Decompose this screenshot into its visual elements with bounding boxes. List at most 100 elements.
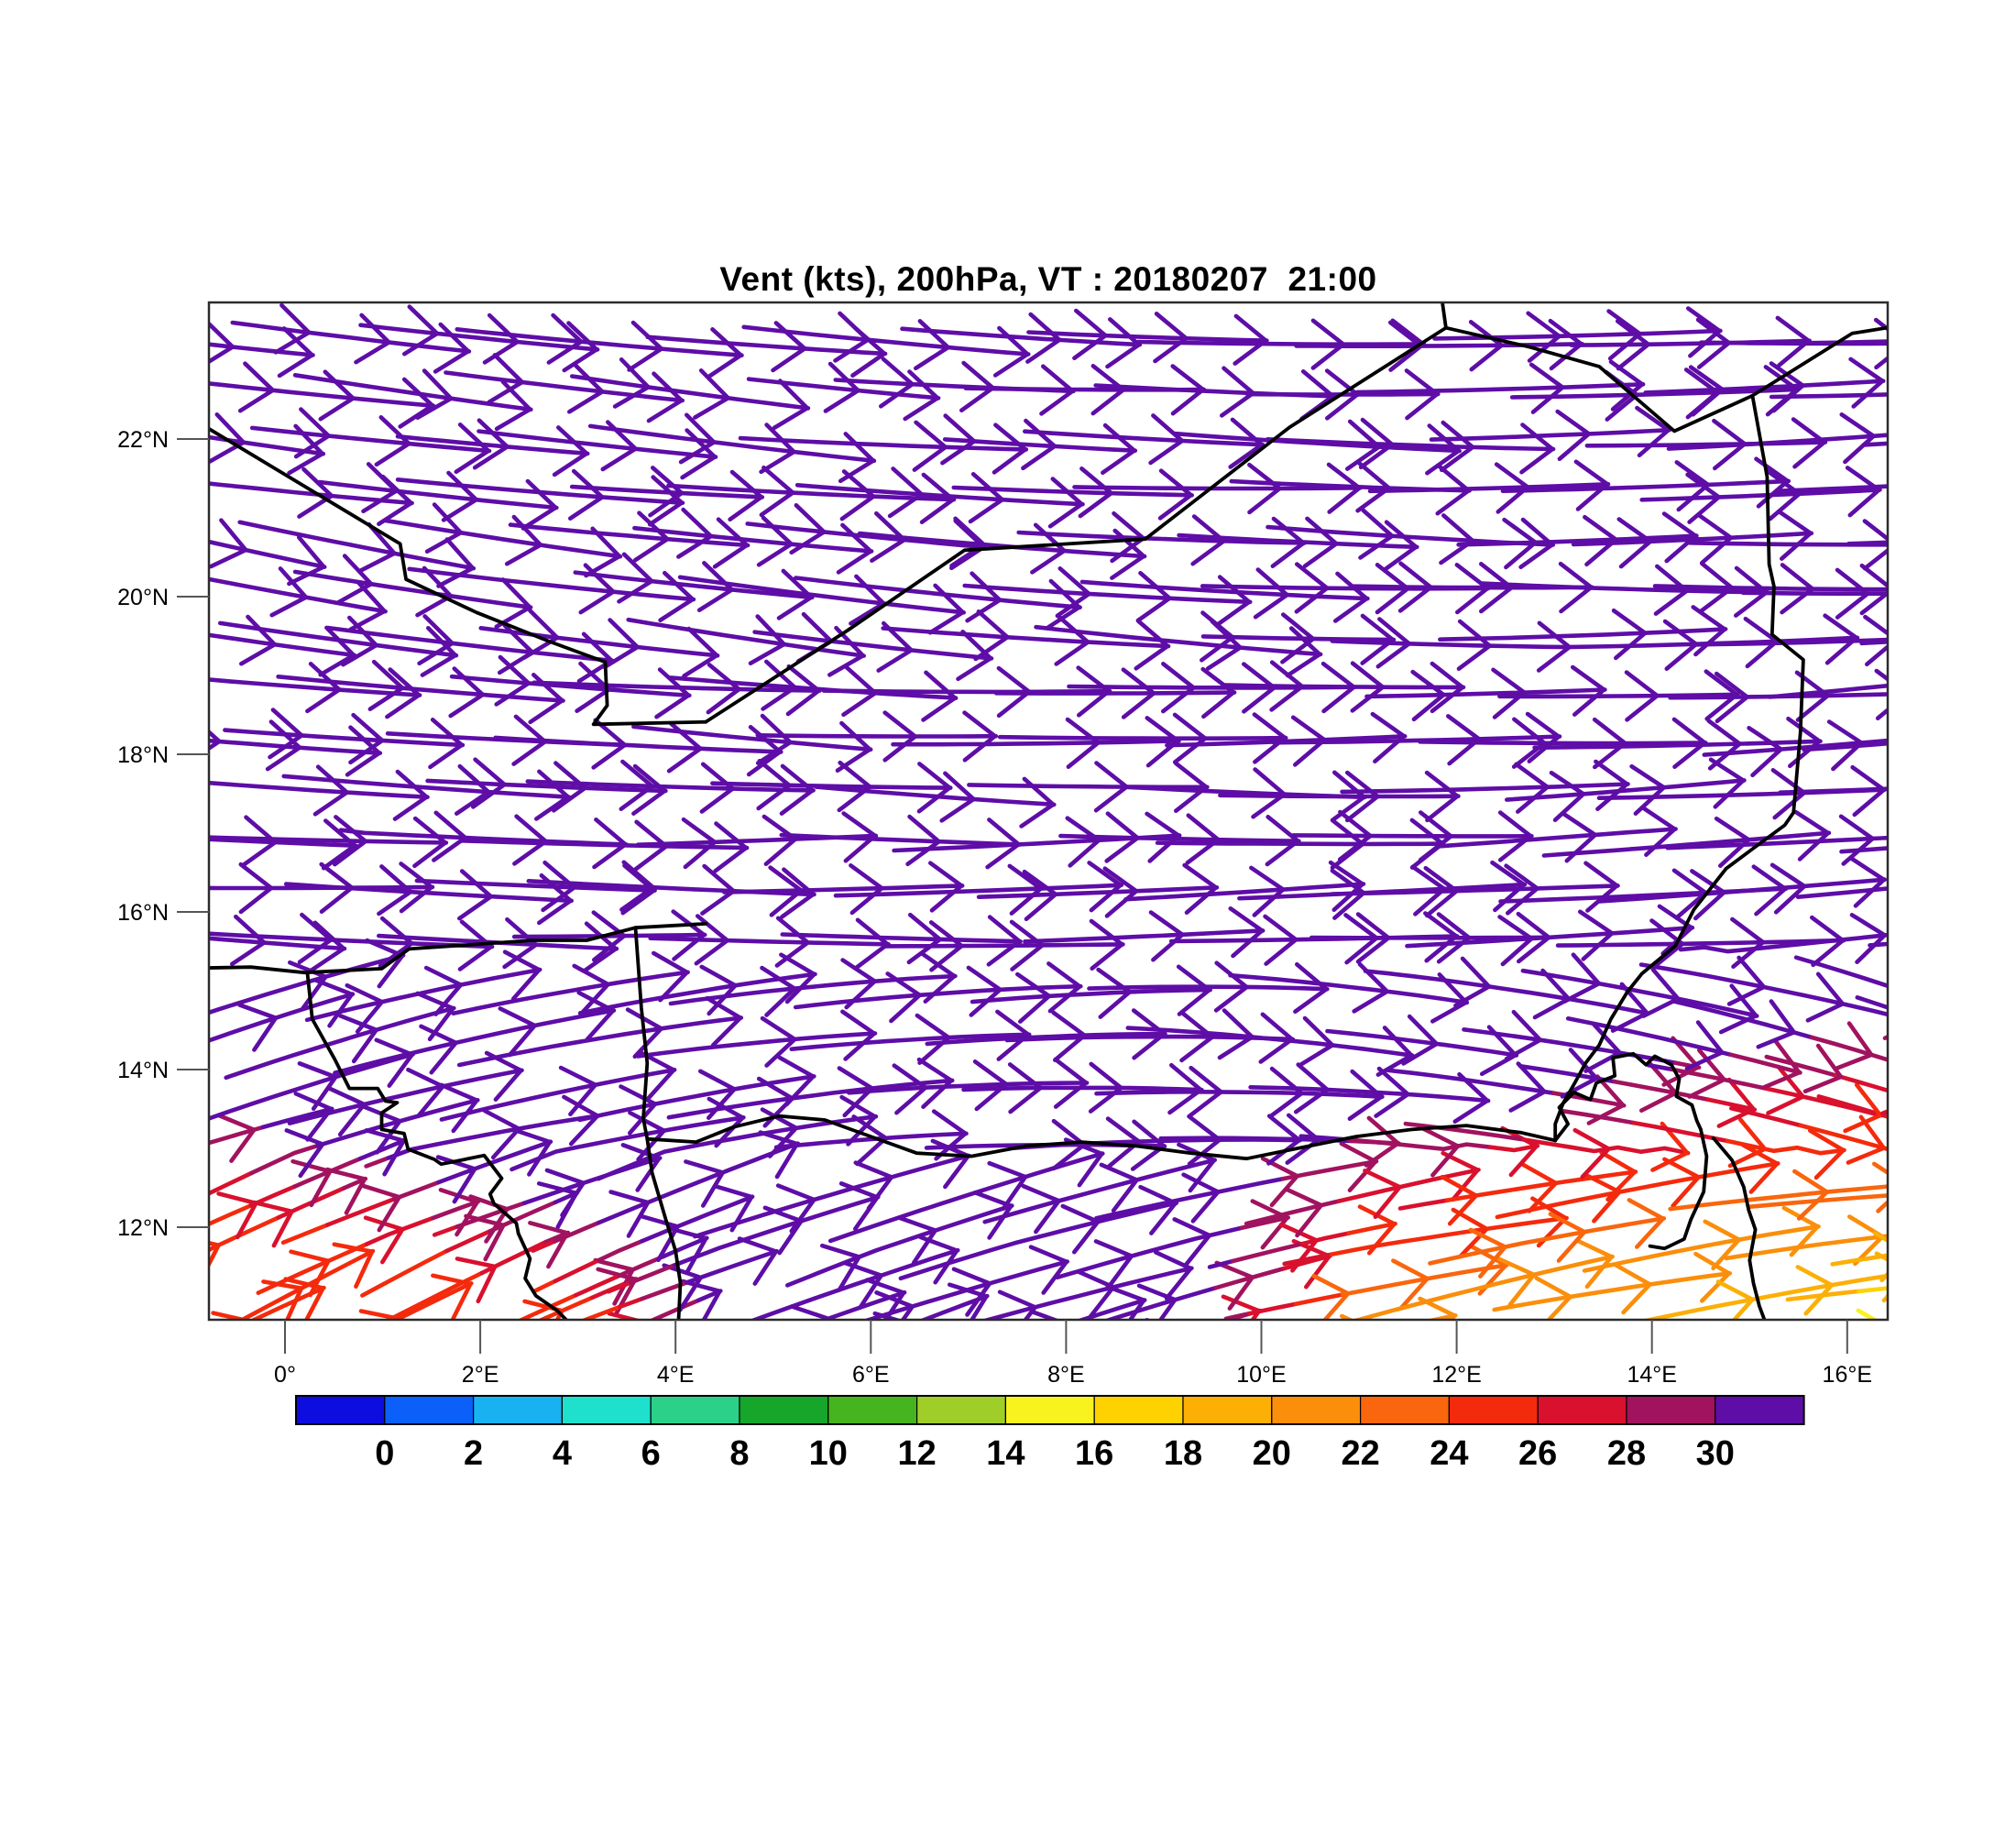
wind-barb-chevron (1586, 1074, 1626, 1125)
wind-barb-chevron (1921, 409, 1953, 456)
wind-barb-shaft (1364, 687, 1607, 699)
wind-barb-chevron (265, 719, 302, 772)
wind-barb-shaft (814, 785, 1057, 807)
wind-barb-chevron (209, 1240, 221, 1269)
wind-barb-chevron (362, 1104, 402, 1155)
wind-barb-chevron (1574, 1238, 1614, 1290)
wind-barb-chevron (348, 712, 385, 765)
wind-barb-chevron (647, 475, 685, 527)
wind-barb-shaft (451, 970, 690, 1015)
wind-barb-chevron (681, 817, 718, 870)
wind-barb-shaft (1492, 1271, 1732, 1312)
wind-barb-chevron (774, 916, 810, 968)
wind-barb-chevron (1430, 661, 1465, 714)
wind-barb-chevron (800, 1344, 837, 1388)
wind-barb-chevron (584, 526, 622, 578)
wind-barb-chevron (1153, 312, 1189, 364)
wind-barb-shaft (573, 570, 815, 600)
wind-barb-chevron (2001, 853, 2016, 901)
wind-barb-chevron (839, 469, 876, 521)
wind-barb-chevron (759, 423, 796, 475)
wind-barb-chevron (928, 861, 964, 913)
wind-barb-shaft (1740, 590, 1888, 596)
wind-barb-shaft (209, 342, 315, 357)
wind-barb-chevron (1130, 1119, 1167, 1171)
wind-barb-chevron (992, 423, 1028, 475)
wind-barb-chevron (1995, 911, 2016, 959)
wind-barb-shaft (1397, 1198, 1450, 1211)
wind-barb-chevron (1265, 815, 1300, 867)
wind-barb-shaft (1915, 1187, 2016, 1193)
wind-barb-shaft (982, 1158, 1217, 1224)
wind-barb-chevron (1088, 1061, 1123, 1114)
wind-barb-chevron (968, 472, 1004, 524)
wind-barb-chevron (287, 535, 326, 587)
wind-barb-shaft (1793, 955, 1888, 989)
wind-barb-shaft (1355, 1254, 1615, 1320)
wind-barb-chevron (1896, 719, 1928, 767)
wind-barb-chevron (541, 860, 576, 913)
wind-barb-chevron (502, 916, 539, 970)
wind-barb-shaft (900, 326, 1143, 347)
wind-barb-chevron (415, 368, 454, 420)
wind-barb-shaft (209, 835, 449, 845)
colorbar-segment (1271, 1395, 1362, 1425)
wind-barb-chevron (608, 1190, 651, 1238)
wind-barb-chevron (1562, 952, 1602, 1004)
wind-barb-shaft (981, 1266, 1194, 1320)
wind-barb-shaft (1424, 1313, 1458, 1320)
wind-barb-chevron (906, 912, 942, 965)
wind-barb-chevron (940, 413, 977, 466)
wind-barb-shaft (1299, 1231, 1351, 1246)
wind-barb-chevron (1833, 1021, 1874, 1071)
wind-barb-shaft (256, 1242, 369, 1295)
wind-barb-chevron (779, 952, 816, 1004)
wind-barb-chevron (237, 1003, 279, 1052)
wind-barb-chevron (1134, 619, 1170, 671)
wind-barb-shaft (1763, 1086, 1884, 1118)
wind-barb-chevron (713, 821, 749, 873)
wind-barb-shaft (1330, 884, 1620, 896)
wind-barb-chevron (648, 466, 685, 518)
wind-barb-chevron (428, 718, 465, 770)
colorbar-tick-label: 8 (729, 1434, 749, 1473)
wind-barb-chevron (1172, 712, 1208, 764)
wind-barb-chevron (1685, 472, 1721, 524)
wind-barb-chevron (1302, 516, 1339, 568)
wind-barb-chevron (1984, 1131, 2016, 1179)
wind-barb-chevron (1280, 612, 1316, 664)
wind-barb-shaft (209, 381, 436, 408)
colorbar-segment (561, 1395, 652, 1425)
wind-barb-chevron (1872, 1231, 1888, 1283)
wind-barb-shaft (1639, 488, 1882, 502)
wind-barb-shaft (1207, 1258, 1235, 1269)
wind-barb-chevron (1769, 361, 1805, 413)
lat-tick-label: 18°N (117, 742, 169, 768)
wind-barb-chevron (1526, 311, 1561, 363)
wind-barb-shaft (1418, 740, 1708, 746)
wind-barb-shaft (1346, 1137, 1493, 1151)
wind-barb-chevron (1912, 1047, 1948, 1092)
wind-barb-chevron (1290, 715, 1327, 767)
wind-barb-chevron (1894, 662, 1927, 708)
wind-barb-chevron (1808, 1128, 1846, 1180)
wind-barb-shaft (918, 1293, 990, 1320)
wind-barb-chevron (1213, 960, 1249, 1013)
wind-barb-chevron (972, 1190, 1013, 1240)
wind-barb-shaft (478, 626, 720, 658)
wind-barb-shaft (1228, 972, 1470, 1005)
wind-barb-chevron (141, 1138, 177, 1184)
wind-barb-chevron (1835, 567, 1870, 620)
wind-barb-chevron (239, 614, 277, 666)
border-niger-chad (1553, 393, 1805, 1143)
wind-barb-chevron (1560, 1048, 1599, 1099)
wind-barb-chevron (956, 630, 993, 682)
wind-barb-shaft (1689, 637, 1888, 647)
wind-barb-chevron (1572, 1127, 1611, 1180)
wind-barb-chevron (1923, 862, 1956, 909)
wind-barb-chevron (454, 423, 491, 475)
wind-barb-chevron (1496, 1257, 1537, 1308)
wind-barb-shaft (976, 885, 1220, 899)
wind-barb-chevron (309, 920, 346, 972)
wind-barb-chevron (293, 407, 331, 459)
